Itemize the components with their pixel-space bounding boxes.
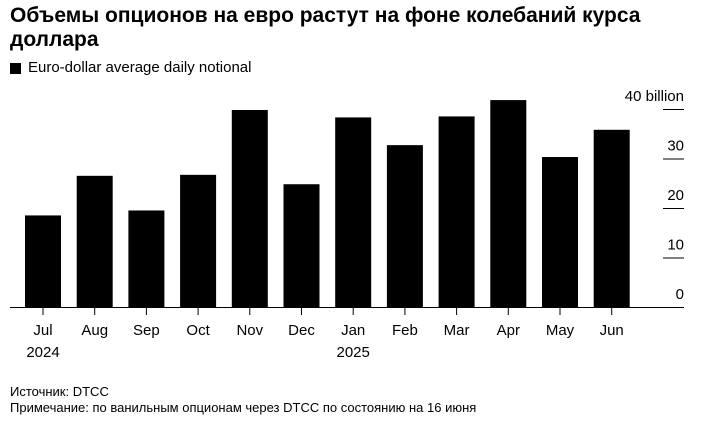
bar — [231, 109, 268, 308]
bar — [128, 210, 165, 307]
bar — [542, 157, 578, 307]
bar — [438, 116, 475, 307]
x-tick-label: Mar — [444, 322, 470, 339]
x-year-label: 2024 — [26, 344, 59, 361]
footer: Источник: DTCC Примечание: по ванильным … — [10, 384, 476, 416]
bar — [490, 100, 527, 307]
y-tick-label: 40 billion — [625, 88, 684, 105]
y-tick-label: 20 — [667, 187, 684, 204]
x-tick-label: Nov — [236, 322, 263, 339]
bar — [335, 117, 372, 307]
bar — [283, 184, 320, 307]
legend-label: Euro-dollar average daily notional — [28, 59, 252, 76]
x-tick-label: Oct — [186, 322, 210, 339]
y-tick-label: 10 — [667, 237, 684, 254]
source-note: Источник: DTCC — [10, 384, 109, 399]
footnote: Примечание: по ванильным опционам через … — [10, 400, 477, 415]
bar-chart: 0 10 20 30 40 billion Jul 2024 Aug Sep Oct Nov Dec J… — [10, 88, 684, 361]
x-tick-label: May — [546, 322, 575, 339]
legend: Euro-dollar average daily notional — [10, 59, 251, 77]
x-tick-label: Apr — [497, 322, 520, 339]
x-tick-label: Aug — [81, 322, 108, 339]
bar — [180, 174, 217, 307]
x-tick-label: Dec — [288, 322, 315, 339]
bar — [76, 175, 113, 307]
chart-title: Объемы опционов на евро растут на фоне к… — [10, 4, 641, 51]
x-tick-label: Jul — [33, 322, 52, 339]
x-tick-label: Feb — [392, 322, 418, 339]
bar — [386, 145, 423, 307]
x-tick-label: Sep — [133, 322, 160, 339]
y-tick-label: 30 — [667, 138, 684, 155]
y-tick-label: 0 — [676, 286, 684, 303]
legend-swatch — [10, 62, 21, 74]
x-tick-label: Jan — [341, 322, 365, 339]
x-tick-label: Jun — [600, 322, 624, 339]
bar — [593, 129, 630, 307]
bar — [25, 215, 61, 307]
x-year-label: 2025 — [337, 344, 370, 361]
